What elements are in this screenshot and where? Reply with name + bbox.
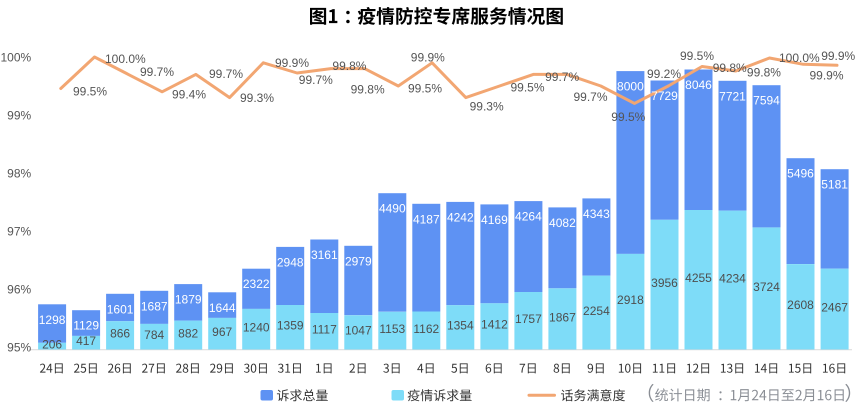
svg-text:99.7%: 99.7%	[545, 70, 579, 84]
svg-text:99.9%: 99.9%	[821, 49, 855, 63]
svg-text:206: 206	[42, 338, 62, 352]
svg-text:2918: 2918	[617, 293, 644, 307]
svg-text:7729: 7729	[651, 89, 678, 103]
svg-text:99.5%: 99.5%	[511, 81, 545, 95]
svg-text:8000: 8000	[617, 80, 644, 94]
svg-text:98%: 98%	[7, 166, 31, 180]
svg-text:8046: 8046	[685, 78, 712, 92]
svg-text:5496: 5496	[787, 167, 814, 181]
svg-text:1162: 1162	[413, 322, 439, 336]
svg-text:3956: 3956	[651, 276, 678, 290]
svg-text:4234: 4234	[719, 272, 746, 286]
svg-text:99.9%: 99.9%	[810, 69, 844, 83]
svg-text:1153: 1153	[379, 322, 405, 336]
svg-text:1298: 1298	[39, 313, 66, 327]
svg-text:99.9%: 99.9%	[411, 51, 445, 65]
svg-text:417: 417	[76, 334, 96, 348]
svg-text:7721: 7721	[719, 89, 746, 103]
svg-text:99.5%: 99.5%	[680, 49, 714, 63]
svg-text:882: 882	[178, 326, 198, 340]
svg-text:784: 784	[144, 328, 164, 342]
svg-text:5181: 5181	[821, 178, 848, 192]
svg-text:99.3%: 99.3%	[240, 91, 274, 105]
svg-text:4255: 4255	[685, 271, 712, 285]
svg-text:1412: 1412	[481, 318, 508, 332]
svg-text:99.8%: 99.8%	[713, 61, 747, 75]
svg-text:4490: 4490	[379, 202, 406, 216]
svg-text:967: 967	[212, 325, 232, 339]
svg-text:1240: 1240	[243, 321, 270, 335]
svg-text:99.5%: 99.5%	[73, 85, 107, 99]
svg-text:3724: 3724	[753, 280, 780, 294]
svg-text:99.3%: 99.3%	[470, 100, 504, 114]
svg-text:4082: 4082	[549, 216, 576, 230]
svg-text:2254: 2254	[583, 304, 610, 318]
svg-text:99.9%: 99.9%	[275, 56, 309, 70]
svg-text:2979: 2979	[345, 254, 372, 268]
svg-text:99.7%: 99.7%	[574, 90, 608, 104]
svg-text:95%: 95%	[7, 340, 31, 354]
svg-text:2608: 2608	[787, 298, 814, 312]
svg-text:1757: 1757	[515, 312, 542, 326]
svg-text:99%: 99%	[7, 108, 31, 122]
svg-text:1879: 1879	[175, 293, 202, 307]
svg-text:99.5%: 99.5%	[408, 81, 442, 95]
svg-text:96%: 96%	[7, 282, 31, 296]
svg-text:99.4%: 99.4%	[172, 88, 206, 102]
svg-text:100.0%: 100.0%	[105, 52, 146, 66]
svg-text:99.7%: 99.7%	[209, 67, 243, 81]
svg-text:4187: 4187	[413, 212, 440, 226]
svg-text:99.7%: 99.7%	[299, 73, 333, 87]
svg-text:1117: 1117	[312, 323, 337, 337]
svg-text:2467: 2467	[821, 300, 848, 314]
svg-text:1644: 1644	[209, 301, 236, 315]
svg-text:1867: 1867	[549, 310, 576, 324]
svg-text:2948: 2948	[277, 255, 304, 269]
svg-text:99.8%: 99.8%	[747, 66, 781, 80]
svg-text:97%: 97%	[7, 224, 31, 238]
svg-text:1359: 1359	[277, 319, 304, 333]
svg-text:1354: 1354	[447, 319, 474, 333]
svg-text:1047: 1047	[345, 324, 372, 338]
svg-text:99.2%: 99.2%	[647, 67, 681, 81]
svg-text:1687: 1687	[141, 299, 168, 313]
svg-text:100.0%: 100.0%	[779, 51, 820, 65]
svg-text:4264: 4264	[515, 210, 542, 224]
svg-text:1129: 1129	[73, 319, 99, 333]
svg-text:2322: 2322	[243, 277, 270, 291]
svg-text:4242: 4242	[447, 210, 474, 224]
svg-text:99.5%: 99.5%	[611, 110, 645, 124]
svg-text:7594: 7594	[753, 94, 780, 108]
svg-text:4343: 4343	[583, 207, 610, 221]
svg-text:1601: 1601	[107, 302, 134, 316]
svg-text:99.7%: 99.7%	[140, 65, 174, 79]
svg-text:99.8%: 99.8%	[351, 83, 385, 97]
svg-text:3161: 3161	[311, 248, 338, 262]
svg-text:99.8%: 99.8%	[332, 59, 366, 73]
svg-text:100%: 100%	[0, 50, 31, 64]
svg-text:866: 866	[110, 327, 130, 341]
svg-text:4169: 4169	[481, 213, 508, 227]
